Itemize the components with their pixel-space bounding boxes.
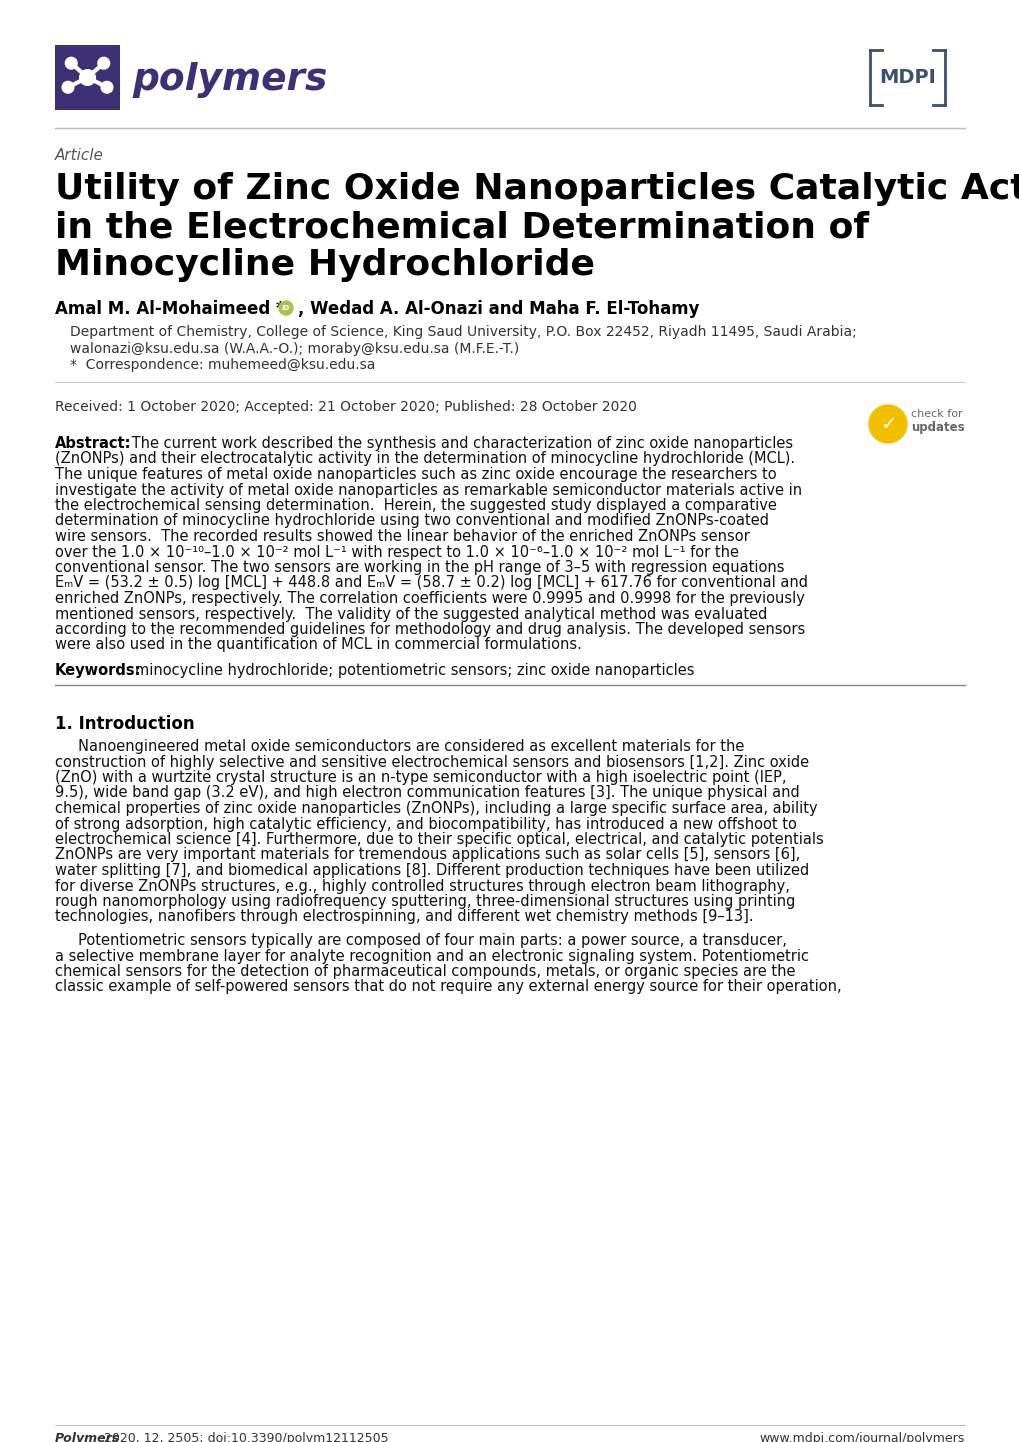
Text: for diverse ZnONPs structures, e.g., highly controlled structures through electr: for diverse ZnONPs structures, e.g., hig… — [55, 878, 789, 894]
Text: (ZnO) with a wurtzite crystal structure is an n-type semiconductor with a high i: (ZnO) with a wurtzite crystal structure … — [55, 770, 786, 784]
Text: Article: Article — [55, 149, 104, 163]
Text: water splitting [7], and biomedical applications [8]. Different production techn: water splitting [7], and biomedical appl… — [55, 862, 808, 878]
Text: classic example of self-powered sensors that do not require any external energy : classic example of self-powered sensors … — [55, 979, 841, 995]
Text: Nanoengineered metal oxide semiconductors are considered as excellent materials : Nanoengineered metal oxide semiconductor… — [55, 738, 744, 754]
Text: determination of minocycline hydrochloride using two conventional and modified Z: determination of minocycline hydrochlori… — [55, 513, 768, 529]
Text: MDPI: MDPI — [878, 68, 935, 87]
Text: over the 1.0 × 10⁻¹⁰–1.0 × 10⁻² mol L⁻¹ with respect to 1.0 × 10⁻⁶–1.0 × 10⁻² mo: over the 1.0 × 10⁻¹⁰–1.0 × 10⁻² mol L⁻¹ … — [55, 545, 739, 559]
Text: rough nanomorphology using radiofrequency sputtering, three-dimensional structur: rough nanomorphology using radiofrequenc… — [55, 894, 795, 908]
Text: (ZnONPs) and their electrocatalytic activity in the determination of minocycline: (ZnONPs) and their electrocatalytic acti… — [55, 451, 795, 467]
Text: electrochemical science [4]. Furthermore, due to their specific optical, electri: electrochemical science [4]. Furthermore… — [55, 832, 823, 846]
Text: mentioned sensors, respectively.  The validity of the suggested analytical metho: mentioned sensors, respectively. The val… — [55, 607, 766, 622]
Text: Utility of Zinc Oxide Nanoparticles Catalytic Activity: Utility of Zinc Oxide Nanoparticles Cata… — [55, 172, 1019, 206]
Text: conventional sensor. The two sensors are working in the pH range of 3–5 with reg: conventional sensor. The two sensors are… — [55, 559, 784, 575]
Circle shape — [98, 58, 109, 69]
Text: Department of Chemistry, College of Science, King Saud University, P.O. Box 2245: Department of Chemistry, College of Scie… — [70, 324, 856, 339]
Text: according to the recommended guidelines for methodology and drug analysis. The d: according to the recommended guidelines … — [55, 622, 804, 637]
Text: Potentiometric sensors typically are composed of four main parts: a power source: Potentiometric sensors typically are com… — [55, 933, 786, 947]
Text: The current work described the synthesis and characterization of zinc oxide nano: The current work described the synthesis… — [127, 435, 793, 451]
Text: Polymers: Polymers — [55, 1432, 120, 1442]
Text: Amal M. Al-Mohaimeed *: Amal M. Al-Mohaimeed * — [55, 300, 284, 319]
Text: wire sensors.  The recorded results showed the linear behavior of the enriched Z: wire sensors. The recorded results showe… — [55, 529, 749, 544]
Text: Received: 1 October 2020; Accepted: 21 October 2020; Published: 28 October 2020: Received: 1 October 2020; Accepted: 21 O… — [55, 399, 636, 414]
Text: check for: check for — [910, 410, 962, 420]
Text: in the Electrochemical Determination of: in the Electrochemical Determination of — [55, 211, 868, 244]
Text: polymers: polymers — [131, 62, 327, 98]
Circle shape — [65, 58, 77, 69]
Text: chemical sensors for the detection of pharmaceutical compounds, metals, or organ: chemical sensors for the detection of ph… — [55, 965, 795, 979]
Text: of strong adsorption, high catalytic efficiency, and biocompatibility, has intro: of strong adsorption, high catalytic eff… — [55, 816, 796, 832]
Bar — [55, 45, 120, 110]
Text: 2020, 12, 2505; doi:10.3390/polym12112505: 2020, 12, 2505; doi:10.3390/polym1211250… — [100, 1432, 388, 1442]
Text: ✓: ✓ — [879, 414, 896, 434]
Text: Abstract:: Abstract: — [55, 435, 131, 451]
Text: updates: updates — [910, 421, 964, 434]
Text: , Wedad A. Al-Onazi and Maha F. El-Tohamy: , Wedad A. Al-Onazi and Maha F. El-Toham… — [298, 300, 699, 319]
Text: Minocycline Hydrochloride: Minocycline Hydrochloride — [55, 248, 594, 283]
Text: *  Correspondence: muhemeed@ksu.edu.sa: * Correspondence: muhemeed@ksu.edu.sa — [70, 358, 375, 372]
Text: enriched ZnONPs, respectively. The correlation coefficients were 0.9995 and 0.99: enriched ZnONPs, respectively. The corre… — [55, 591, 804, 606]
Text: a selective membrane layer for analyte recognition and an electronic signaling s: a selective membrane layer for analyte r… — [55, 949, 808, 963]
Text: chemical properties of zinc oxide nanoparticles (ZnONPs), including a large spec: chemical properties of zinc oxide nanopa… — [55, 800, 817, 816]
Text: www.mdpi.com/journal/polymers: www.mdpi.com/journal/polymers — [759, 1432, 964, 1442]
Text: Keywords:: Keywords: — [55, 663, 142, 678]
Circle shape — [279, 301, 292, 314]
Text: EₘV = (53.2 ± 0.5) log [MCL] + 448.8 and EₘV = (58.7 ± 0.2) log [MCL] + 617.76 f: EₘV = (53.2 ± 0.5) log [MCL] + 448.8 and… — [55, 575, 807, 591]
Text: construction of highly selective and sensitive electrochemical sensors and biose: construction of highly selective and sen… — [55, 754, 808, 770]
Text: the electrochemical sensing determination.  Herein, the suggested study displaye: the electrochemical sensing determinatio… — [55, 497, 776, 513]
Circle shape — [62, 81, 73, 94]
Text: minocycline hydrochloride; potentiometric sensors; zinc oxide nanoparticles: minocycline hydrochloride; potentiometri… — [135, 663, 694, 678]
Circle shape — [79, 69, 95, 85]
Text: walonazi@ksu.edu.sa (W.A.A.-O.); moraby@ksu.edu.sa (M.F.E.-T.): walonazi@ksu.edu.sa (W.A.A.-O.); moraby@… — [70, 342, 519, 356]
Text: iD: iD — [281, 306, 289, 311]
Circle shape — [101, 81, 113, 94]
Circle shape — [868, 405, 906, 443]
Text: technologies, nanofibers through electrospinning, and different wet chemistry me: technologies, nanofibers through electro… — [55, 910, 753, 924]
Text: 1. Introduction: 1. Introduction — [55, 715, 195, 733]
Text: investigate the activity of metal oxide nanoparticles as remarkable semiconducto: investigate the activity of metal oxide … — [55, 483, 801, 497]
Text: ZnONPs are very important materials for tremendous applications such as solar ce: ZnONPs are very important materials for … — [55, 848, 800, 862]
Text: were also used in the quantification of MCL in commercial formulations.: were also used in the quantification of … — [55, 637, 581, 652]
Text: The unique features of metal oxide nanoparticles such as zinc oxide encourage th: The unique features of metal oxide nanop… — [55, 467, 775, 482]
Text: 9.5), wide band gap (3.2 eV), and high electron communication features [3]. The : 9.5), wide band gap (3.2 eV), and high e… — [55, 786, 799, 800]
